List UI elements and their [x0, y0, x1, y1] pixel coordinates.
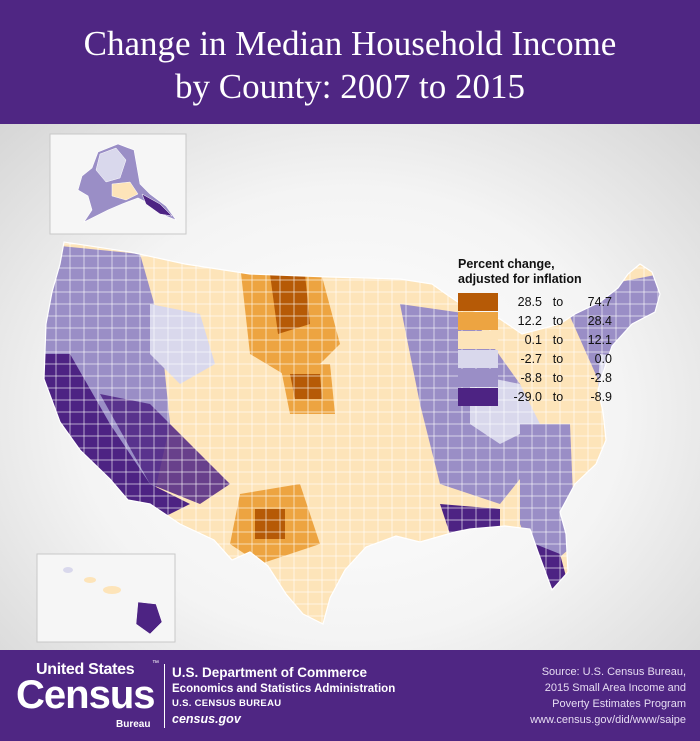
dept-name: U.S. Department of Commerce	[172, 665, 368, 680]
dept-subagency: Economics and Statistics Administration	[172, 683, 396, 695]
legend-row: 28.5 to 74.7	[458, 292, 658, 311]
hawaii-island-maui	[103, 586, 121, 594]
source-line1: Source: U.S. Census Bureau,	[541, 666, 686, 678]
legend-title: Percent change, adjusted for inflation	[458, 257, 658, 287]
legend-low: 28.5	[517, 294, 542, 309]
map-title: Change in Median Household Income by Cou…	[0, 22, 700, 108]
legend-swatch	[458, 330, 498, 349]
legend-to: to	[552, 370, 564, 385]
legend-row: -2.7 to 0.0	[458, 349, 658, 368]
legend-high: 0.0	[594, 351, 612, 366]
legend-swatch	[458, 311, 498, 330]
legend-high: 12.1	[587, 332, 612, 347]
legend-to: to	[552, 294, 564, 309]
hawaii-island-big	[135, 601, 163, 635]
legend-low: -2.7	[520, 351, 542, 366]
legend-high: -2.8	[590, 370, 612, 385]
map-title-line2: by County: 2007 to 2015	[174, 67, 526, 106]
alaska-region-southeast	[141, 193, 173, 217]
legend: Percent change, adjusted for inflation 2…	[458, 257, 658, 406]
legend-row: 0.1 to 12.1	[458, 330, 658, 349]
logo-bureau: Bureau	[116, 719, 151, 730]
us-outline	[43, 241, 661, 625]
census-website-link[interactable]: census.gov	[172, 712, 241, 726]
legend-to: to	[552, 313, 564, 328]
legend-swatch	[458, 368, 498, 387]
legend-row: 12.2 to 28.4	[458, 311, 658, 330]
source-line3: Poverty Estimates Program	[552, 698, 686, 710]
source-line2: 2015 Small Area Income and	[544, 682, 686, 694]
legend-items: 28.5 to 74.7 12.2 to 28.4 0.1 to 12.1	[458, 292, 658, 406]
legend-high: 28.4	[587, 313, 612, 328]
legend-to: to	[552, 389, 564, 404]
legend-row: -29.0 to -8.9	[458, 387, 658, 406]
dept-bureau: U.S. CENSUS BUREAU	[172, 698, 282, 709]
legend-to: to	[552, 332, 564, 347]
legend-low: 12.2	[517, 313, 542, 328]
map-title-line1: Change in Median Household Income	[83, 24, 617, 63]
legend-low: -29.0	[513, 389, 543, 404]
alaska-region-north	[95, 147, 127, 183]
title-banner: Change in Median Household Income by Cou…	[0, 0, 700, 124]
legend-title-line1: Percent change,	[458, 257, 555, 271]
legend-title-line2: adjusted for inflation	[458, 272, 582, 286]
footer-divider	[164, 664, 165, 728]
legend-low: -8.8	[520, 370, 542, 385]
legend-high: 74.7	[587, 294, 612, 309]
source-note: Source: U.S. Census Bureau, 2015 Small A…	[530, 664, 686, 728]
legend-swatch	[458, 349, 498, 368]
source-url-link[interactable]: www.census.gov/did/www/saipe	[530, 714, 686, 726]
legend-swatch	[458, 387, 498, 406]
legend-low: 0.1	[524, 332, 542, 347]
alaska-region-interior	[111, 181, 139, 201]
legend-row: -8.8 to -2.8	[458, 368, 658, 387]
legend-high: -8.9	[590, 389, 612, 404]
map-area: Percent change, adjusted for inflation 2…	[0, 124, 700, 650]
census-logo[interactable]: United States ™ Census Bureau	[14, 658, 164, 736]
department-info: U.S. Department of Commerce Economics an…	[172, 664, 395, 727]
legend-swatch	[458, 292, 498, 311]
hawaii-island-kauai	[63, 567, 73, 573]
legend-to: to	[552, 351, 564, 366]
logo-trademark: ™	[152, 660, 159, 667]
hawaii-island-oahu	[84, 577, 96, 583]
logo-united-states: United States	[36, 661, 135, 678]
logo-census: Census	[16, 673, 155, 717]
map-svg	[36, 133, 661, 643]
footer-banner: United States ™ Census Bureau U.S. Depar…	[0, 650, 700, 741]
